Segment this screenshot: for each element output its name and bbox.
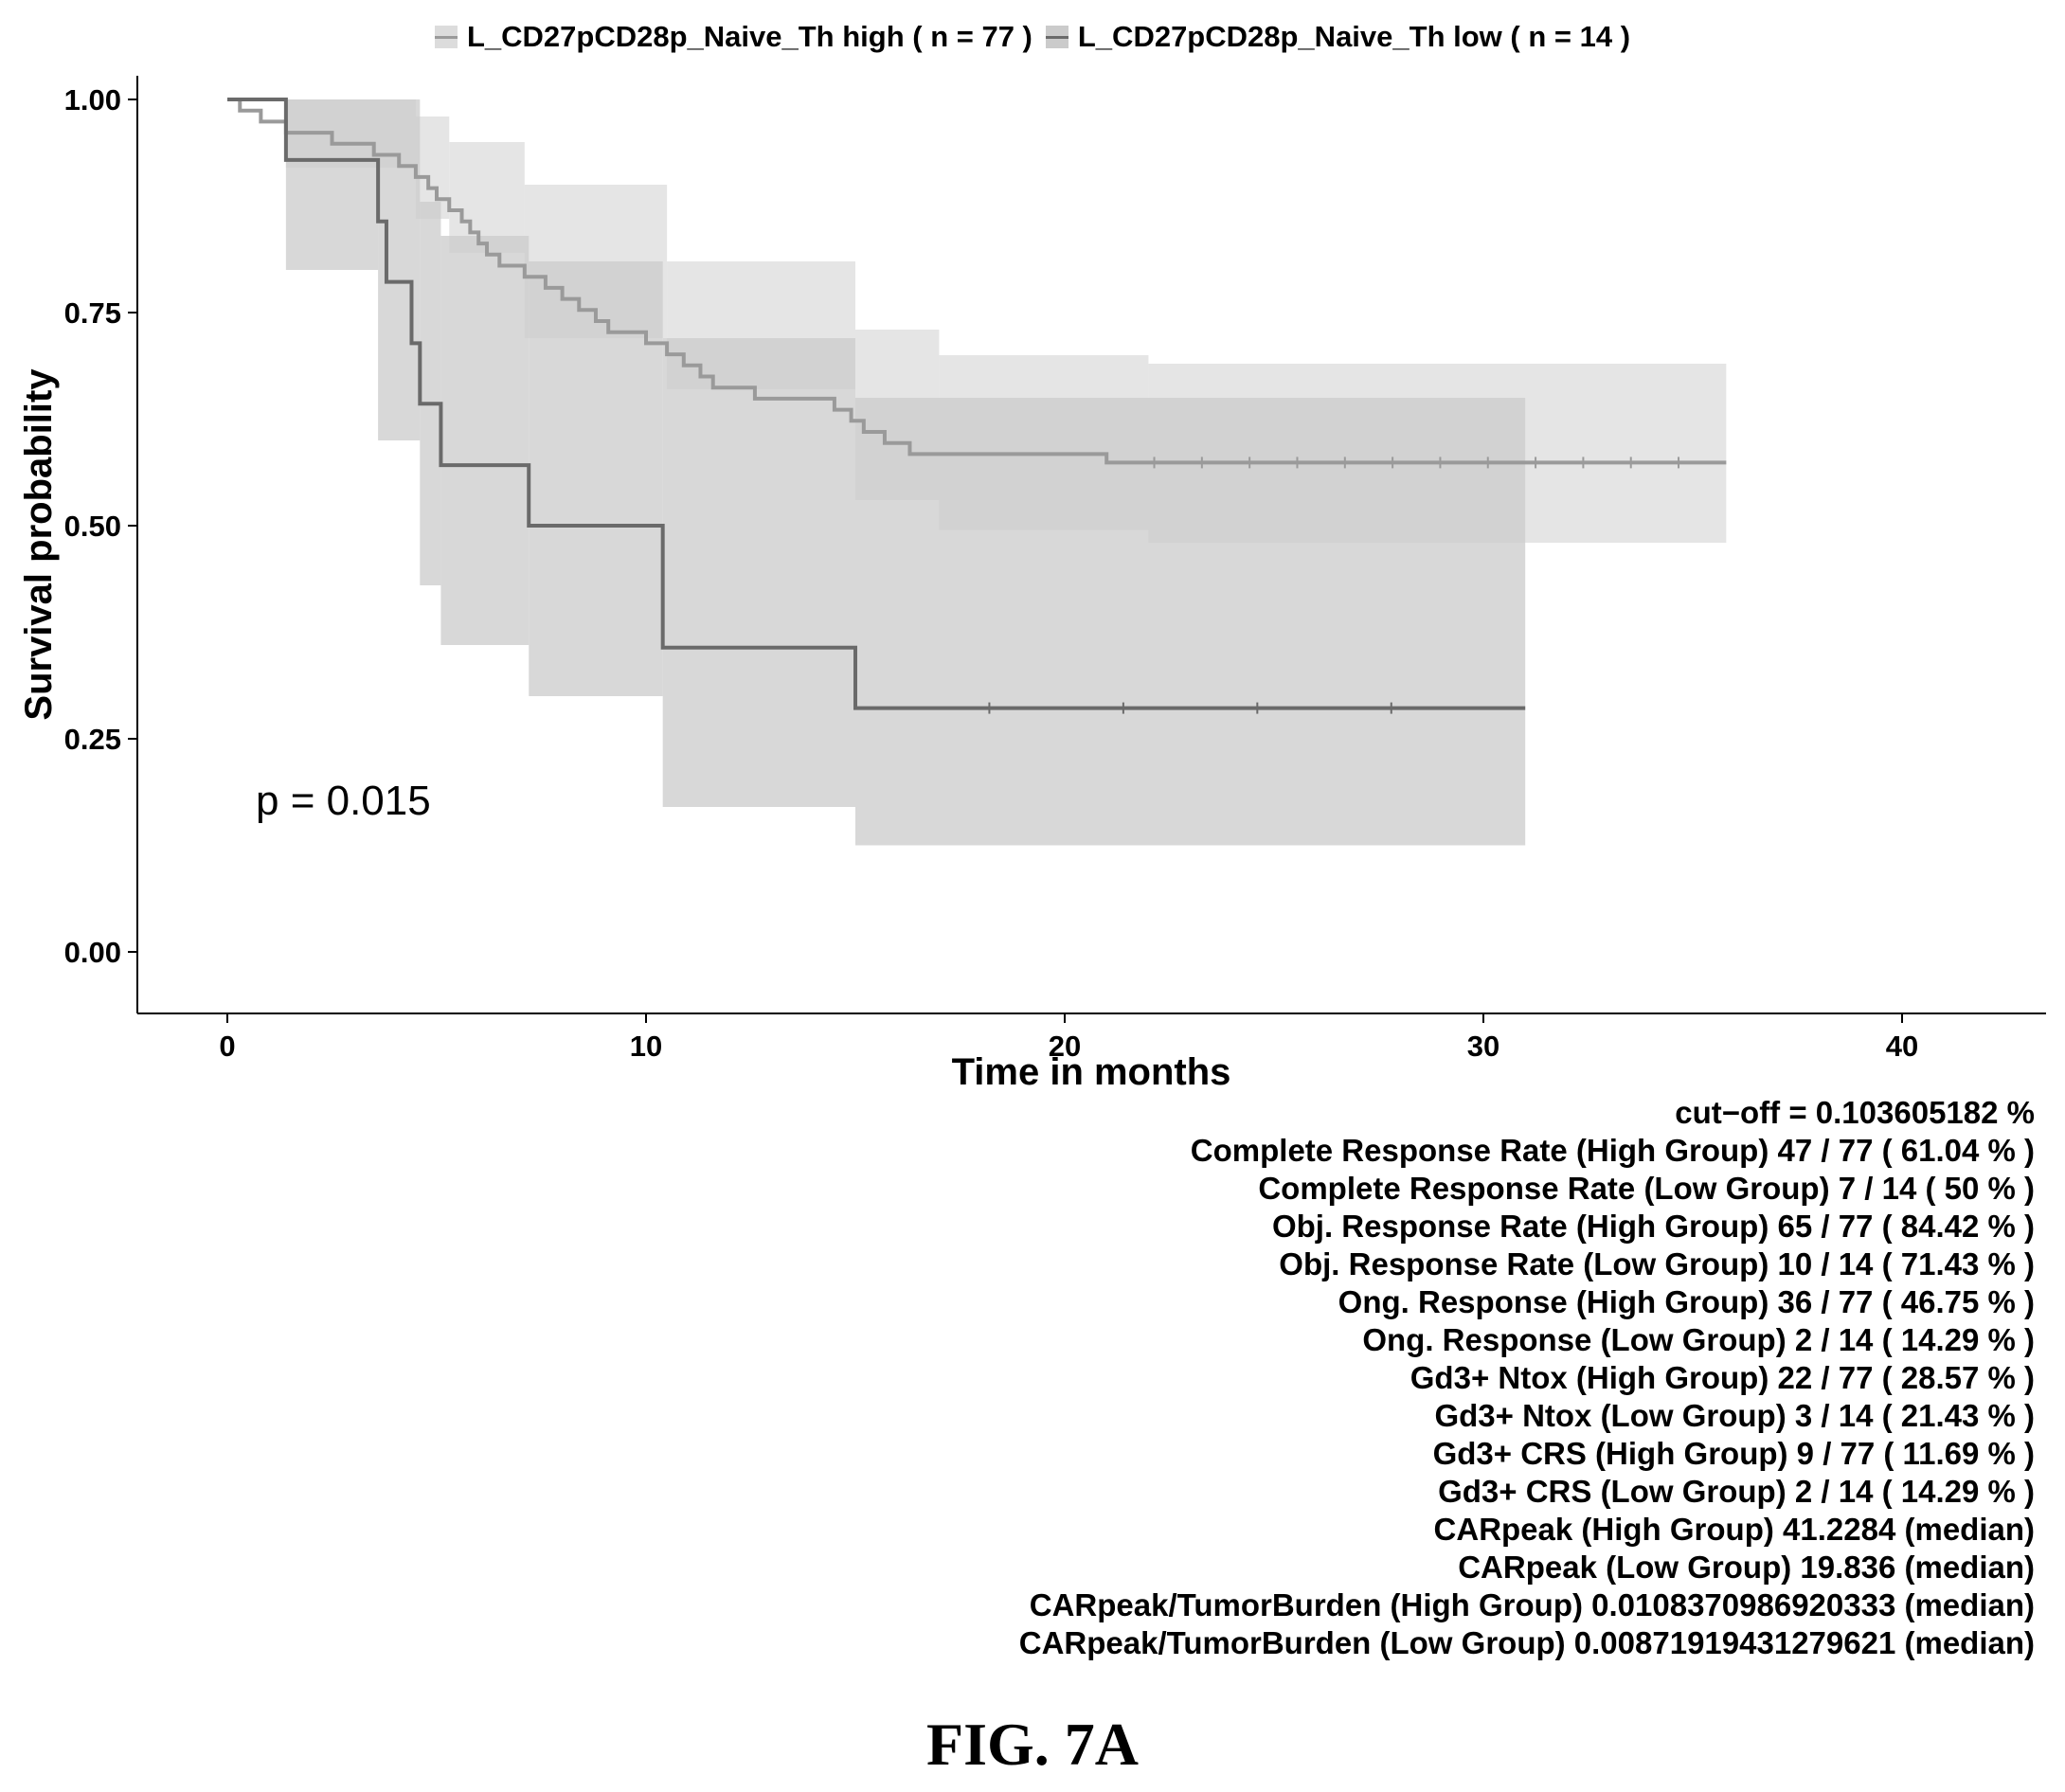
- figure-label: FIG. 7A: [926, 1711, 1139, 1778]
- stat-line: cut−off = 0.103605182 %: [1675, 1095, 2035, 1130]
- stat-line: Ong. Response (High Group) 36 / 77 ( 46.…: [1338, 1284, 2035, 1319]
- stat-line: Obj. Response Rate (High Group) 65 / 77 …: [1271, 1209, 2035, 1244]
- confidence-band-low: [378, 99, 421, 440]
- p-value-annotation: p = 0.015: [256, 778, 431, 824]
- confidence-band-high: [449, 142, 525, 253]
- x-tick-label: 30: [1467, 1030, 1499, 1063]
- survival-line-high: [227, 98, 1727, 465]
- confidence-band-low: [662, 338, 855, 807]
- survival-line-low: [227, 98, 1526, 710]
- x-tick-label: 10: [630, 1030, 662, 1063]
- stat-line: CARpeak (High Group) 41.2284 (median): [1433, 1512, 2035, 1547]
- stat-line: Gd3+ Ntox (High Group) 22 / 77 ( 28.57 %…: [1410, 1360, 2035, 1395]
- stat-line: Complete Response Rate (High Group) 47 /…: [1190, 1133, 2035, 1168]
- confidence-band-low: [855, 398, 1526, 846]
- stat-line: CARpeak/TumorBurden (Low Group) 0.008719…: [1018, 1625, 2035, 1660]
- stat-line: Gd3+ Ntox (Low Group) 3 / 14 ( 21.43 % ): [1434, 1398, 2035, 1433]
- survival-chart: 0.00 0.25 0.50 0.75 1.00 0 10 20 30 40 Time in mon…: [18, 76, 2046, 1093]
- x-axis-title: Time in months: [952, 1051, 1231, 1093]
- confidence-band-low: [529, 261, 663, 696]
- legend-item-low: L_CD27pCD28p_Naive_Th low ( n = 14 ): [1045, 20, 1631, 54]
- statistics-panel: cut−off = 0.103605182 % Complete Response…: [1019, 1094, 2035, 1662]
- stat-line: Complete Response Rate (Low Group) 7 / 1…: [1258, 1171, 2035, 1206]
- confidence-band-low: [285, 99, 379, 270]
- stat-line: Obj. Response Rate (Low Group) 10 / 14 (…: [1279, 1246, 2035, 1281]
- stat-line: CARpeak/TumorBurden (High Group) 0.01083…: [1029, 1587, 2035, 1622]
- stat-line: Gd3+ CRS (High Group) 9 / 77 ( 11.69 % ): [1432, 1436, 2035, 1471]
- x-tick-label: 20: [1049, 1030, 1081, 1063]
- legend-label-low: L_CD27pCD28p_Naive_Th low ( n = 14 ): [1077, 20, 1631, 53]
- x-tick-label: 40: [1886, 1030, 1918, 1063]
- chart-legend: L_CD27pCD28p_Naive_Th high ( n = 77 ) L_C…: [0, 13, 2065, 61]
- legend-label-high: L_CD27pCD28p_Naive_Th high ( n = 77 ): [466, 20, 1032, 53]
- stat-line: CARpeak (Low Group) 19.836 (median): [1458, 1550, 2035, 1585]
- y-tick-label: 0.75: [64, 296, 121, 330]
- confidence-band-low: [440, 236, 530, 645]
- y-tick-label: 0.25: [64, 723, 121, 756]
- stat-line: Ong. Response (Low Group) 2 / 14 ( 14.29…: [1362, 1322, 2035, 1357]
- confidence-band-low: [420, 202, 441, 585]
- y-axis-title: Survival probability: [18, 368, 60, 721]
- y-tick-label: 0.50: [64, 510, 121, 543]
- y-tick-label: 1.00: [64, 83, 121, 116]
- legend-key-high: [434, 26, 458, 48]
- legend-item-high: L_CD27pCD28p_Naive_Th high ( n = 77 ): [434, 20, 1032, 54]
- stat-line: Gd3+ CRS (Low Group) 2 / 14 ( 14.29 % ): [1438, 1474, 2035, 1509]
- legend-key-low: [1045, 26, 1068, 48]
- x-tick-label: 0: [219, 1030, 235, 1063]
- y-tick-label: 0.00: [64, 936, 121, 969]
